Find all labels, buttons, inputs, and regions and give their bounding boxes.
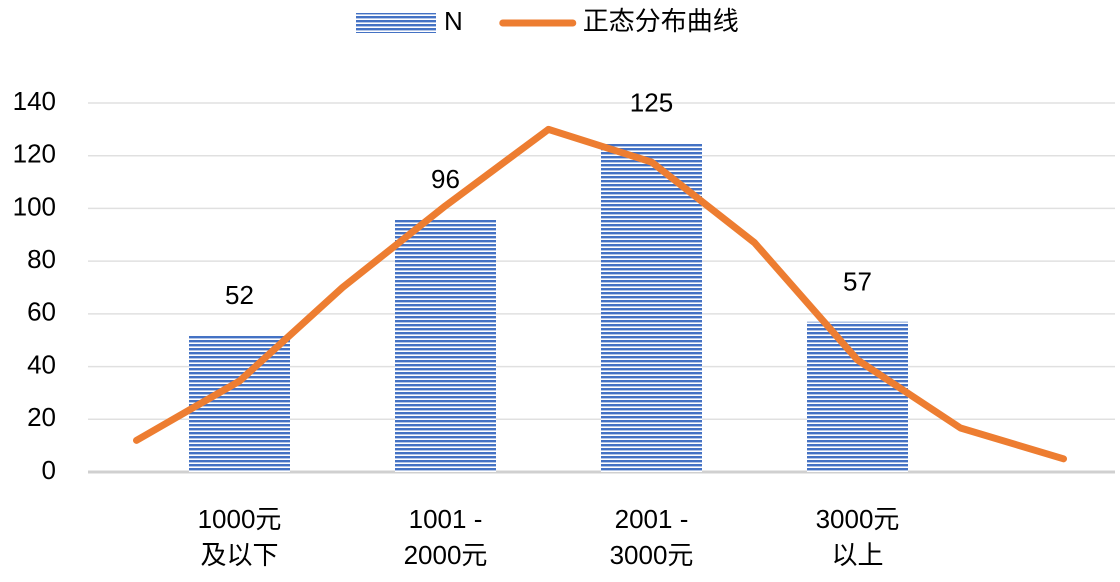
bar: [601, 142, 702, 473]
y-tick-label: 40: [27, 349, 56, 379]
x-tick-label: 以上: [831, 540, 883, 570]
legend-label: 正态分布曲线: [583, 6, 739, 36]
y-tick-label: 120: [13, 139, 56, 169]
y-tick-label: 100: [13, 191, 56, 221]
legend-label: N: [444, 6, 463, 36]
x-tick-label: 2001 -: [615, 504, 689, 534]
line: [133, 125, 1067, 463]
y-tick-label: 20: [27, 402, 56, 432]
data-label: 52: [225, 280, 254, 310]
x-tick-label: 1001 -: [409, 504, 483, 534]
x-tick-label: 及以下: [200, 540, 278, 570]
y-tick-label: 60: [27, 297, 56, 327]
legend-swatch: [356, 13, 436, 33]
data-label: 125: [630, 87, 673, 117]
data-label: 57: [843, 267, 872, 297]
x-tick-label: 3000元: [610, 540, 694, 570]
y-tick-label: 0: [42, 455, 56, 485]
y-tick-label: 140: [13, 86, 56, 116]
y-tick-label: 80: [27, 244, 56, 274]
x-tick-label: 1000元: [198, 504, 282, 534]
x-tick-label: 3000元: [816, 504, 900, 534]
data-label: 96: [431, 164, 460, 194]
bar: [395, 218, 496, 472]
bar: [807, 321, 908, 472]
x-tick-label: 2000元: [404, 540, 488, 570]
